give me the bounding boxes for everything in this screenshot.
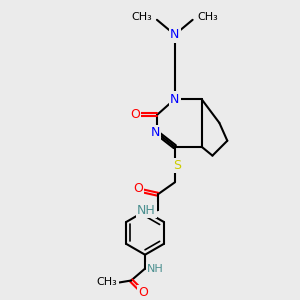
Text: O: O [138,286,148,299]
Text: CH₃: CH₃ [97,278,117,287]
Text: N: N [150,126,160,139]
Text: N: N [170,28,179,41]
Text: CH₃: CH₃ [198,12,218,22]
Text: O: O [130,109,140,122]
Text: NH: NH [147,264,164,274]
Text: NH: NH [137,204,156,217]
Text: O: O [133,182,143,195]
Text: S: S [173,159,181,172]
Text: N: N [170,93,179,106]
Text: CH₃: CH₃ [131,12,152,22]
